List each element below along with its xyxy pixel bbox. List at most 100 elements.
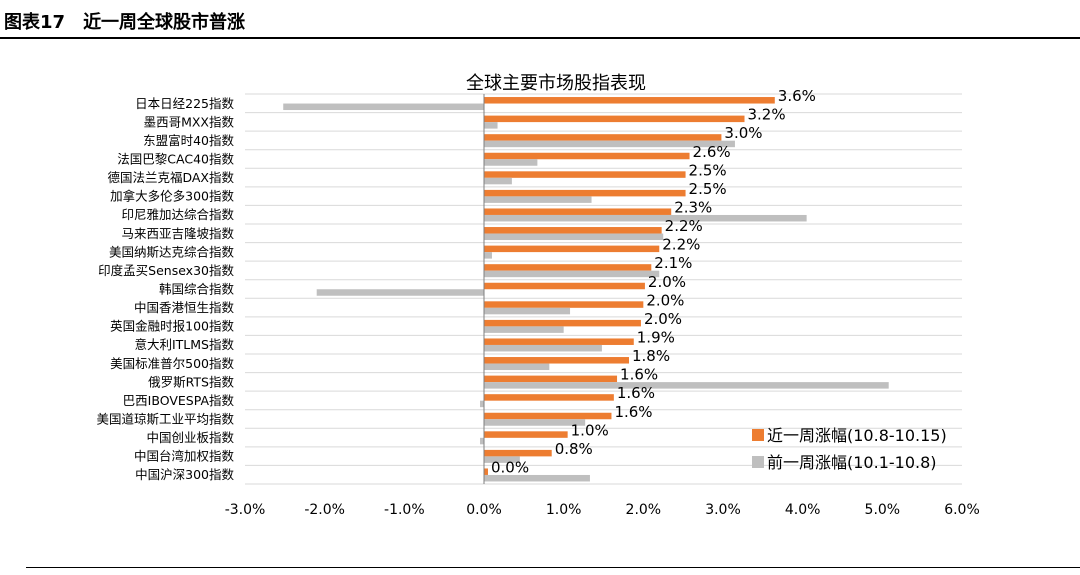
value-label: 2.6% [693, 143, 731, 161]
category-label: 中国沪深300指数 [135, 467, 234, 482]
category-label: 东盟富时40指数 [143, 133, 234, 148]
category-label: 加拿大多伦多300指数 [110, 189, 234, 204]
x-axis: -3.0% -2.0% -1.0% 0.0% 1.0% 2.0% 3.0% 4.0% 5.0% 6… [225, 94, 980, 518]
category-label: 印度孟买Sensex30指数 [98, 263, 234, 278]
value-label: 2.5% [689, 161, 727, 179]
bar-previous-week [484, 233, 664, 241]
value-label: 1.8% [632, 347, 670, 365]
bar-recent-week [484, 394, 614, 401]
bar-previous-week [283, 103, 484, 111]
bar-previous-week [484, 140, 735, 148]
value-label: 0.0% [491, 458, 529, 476]
figure-number: 图表17 [4, 12, 66, 33]
bar-recent-week [484, 412, 612, 420]
value-label: 0.8% [555, 440, 593, 458]
category-label: 墨西哥MXX指数 [144, 114, 235, 129]
bar-previous-week [484, 159, 538, 166]
x-tick-label: 2.0% [626, 502, 662, 518]
value-label: 3.0% [724, 124, 762, 142]
category-labels: 日本日经225指数墨西哥MXX指数东盟富时40指数法国巴黎CAC40指数德国法兰… [96, 96, 234, 482]
value-label: 2.5% [689, 180, 727, 198]
x-tick-label: 3.0% [705, 502, 741, 518]
value-label: 2.0% [644, 310, 682, 328]
value-label: 2.3% [674, 198, 712, 216]
value-label: 1.6% [620, 366, 658, 384]
category-label: 法国巴黎CAC40指数 [117, 152, 234, 167]
bar-recent-week [484, 264, 652, 271]
bar-recent-week [484, 431, 568, 438]
value-label: 2.0% [646, 291, 684, 309]
bar-previous-week [484, 122, 498, 129]
value-label: 1.0% [571, 421, 609, 439]
category-label: 美国纳斯达克综合指数 [109, 244, 235, 259]
bar-previous-week [316, 289, 484, 296]
category-label: 德国法兰克福DAX指数 [107, 170, 234, 185]
category-label: 美国道琼斯工业平均指数 [96, 412, 234, 427]
bar-recent-week [484, 282, 645, 290]
bar-previous-week [484, 270, 660, 278]
bar-previous-week [480, 437, 484, 445]
value-label: 2.2% [662, 236, 700, 254]
bar-chart: 全球主要市场股指表现 日本日经225指数墨西哥MXX指数东盟富时40指数法国巴黎… [96, 73, 980, 518]
bottom-rule [26, 567, 1080, 568]
bar-previous-week [484, 363, 550, 371]
bar-previous-week [480, 400, 484, 408]
value-label: 1.6% [614, 403, 652, 421]
category-label: 中国台湾加权指数 [134, 449, 235, 464]
category-label: 巴西IBOVESPA指数 [123, 393, 235, 408]
bar-previous-week [484, 196, 592, 203]
category-label: 英国金融时报100指数 [110, 319, 234, 334]
value-label: 2.0% [648, 273, 686, 291]
bar-recent-week [484, 97, 775, 104]
value-labels: 3.6%3.2%3.0%2.6%2.5%2.5%2.3%2.2%2.2%2.1%… [491, 87, 816, 476]
x-tick-label: -2.0% [304, 502, 345, 518]
value-label: 2.2% [665, 217, 703, 235]
bar-recent-week [484, 134, 722, 141]
value-label: 3.6% [778, 87, 816, 105]
bar-recent-week [484, 171, 686, 178]
x-tick-label: 4.0% [785, 502, 821, 518]
top-rule [0, 37, 1080, 39]
value-label: 1.6% [617, 384, 655, 402]
bar-previous-week [484, 456, 520, 463]
legend-swatch-recent [752, 429, 764, 441]
bar-previous-week [484, 474, 590, 482]
legend-label-recent: 近一周涨幅(10.8-10.15) [767, 426, 947, 445]
bar-recent-week [484, 375, 618, 383]
category-label: 日本日经225指数 [135, 96, 234, 111]
x-tick-label: 1.0% [546, 502, 582, 518]
bars [283, 97, 889, 482]
category-label: 意大利ITLMS指数 [134, 337, 234, 352]
bar-previous-week [484, 252, 492, 259]
legend: 近一周涨幅(10.8-10.15) 前一周涨幅(10.1-10.8) [752, 426, 947, 472]
x-tick-label: -1.0% [384, 502, 425, 518]
x-tick-label: -3.0% [225, 502, 266, 518]
bar-recent-week [484, 245, 660, 253]
category-label: 美国标准普尔500指数 [110, 356, 234, 371]
bar-previous-week [484, 307, 571, 315]
bar-recent-week [484, 338, 634, 345]
category-label: 印尼雅加达综合指数 [121, 207, 234, 222]
bar-recent-week [484, 189, 686, 197]
x-tick-label: 6.0% [944, 502, 980, 518]
category-label: 马来西亚吉隆坡指数 [121, 226, 234, 241]
bar-recent-week [484, 319, 641, 327]
value-label: 1.9% [637, 328, 675, 346]
bar-recent-week [484, 357, 629, 364]
legend-label-previous: 前一周涨幅(10.1-10.8) [767, 453, 937, 472]
x-tick-label: 5.0% [865, 502, 901, 518]
bar-recent-week [484, 449, 552, 457]
category-label: 韩国综合指数 [159, 282, 235, 297]
bar-recent-week [484, 301, 644, 308]
category-label: 中国香港恒生指数 [134, 300, 235, 315]
bar-previous-week [484, 177, 512, 185]
figure-title: 图表17 近一周全球股市普涨 [4, 8, 245, 34]
value-label: 2.1% [654, 254, 692, 272]
bar-recent-week [484, 152, 690, 160]
bar-previous-week [484, 326, 564, 333]
bar-recent-week [484, 468, 488, 475]
x-tick-label: 0.0% [466, 502, 502, 518]
legend-swatch-previous [752, 456, 764, 468]
value-label: 3.2% [748, 106, 786, 124]
bar-recent-week [484, 115, 745, 123]
